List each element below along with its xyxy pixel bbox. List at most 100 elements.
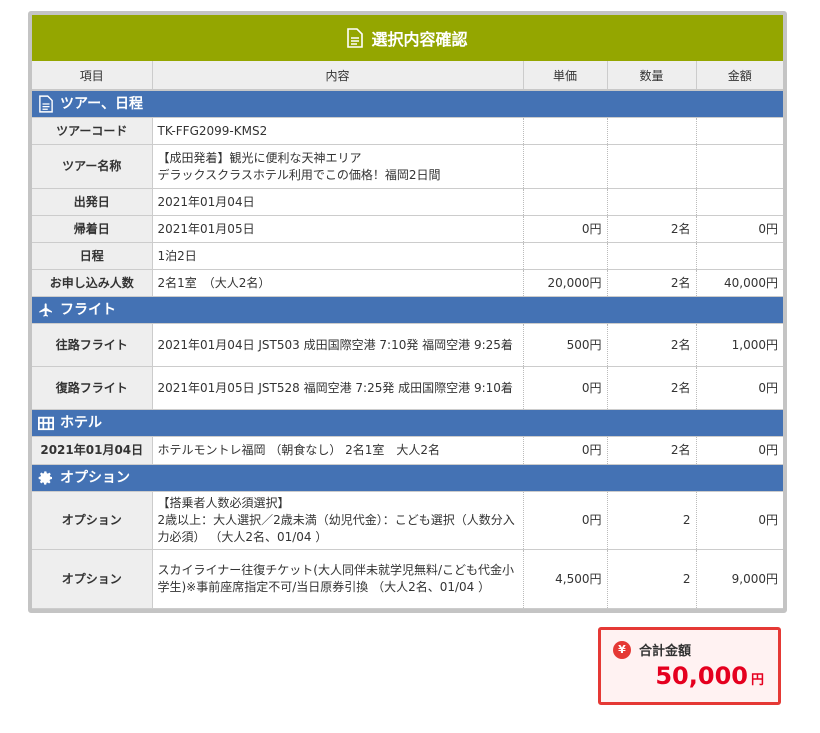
quantity: 2 — [606, 549, 696, 609]
unit-price: 4,500円 — [522, 549, 607, 609]
content-text: 2021年01月04日 JST503 成田国際空港 7:10発 福岡空港 9:2… — [157, 337, 513, 352]
panel-title: 選択内容確認 — [32, 15, 783, 61]
table-row: 帰着日 2021年01月05日 0円 2名 0円 — [32, 215, 783, 243]
row-label: ツアーコード — [32, 117, 153, 145]
row-content: 2名1室 （大人2名） — [151, 269, 523, 297]
table-row: 出発日 2021年01月04日 — [32, 188, 783, 216]
total-amount: 50,000 — [655, 662, 748, 690]
section-tour: ツアー、日程 — [32, 90, 783, 118]
gear-icon — [38, 469, 54, 487]
content-text: 【成田発着】観光に便利な天神エリア — [157, 150, 362, 165]
amount — [695, 117, 783, 145]
quantity: 2名 — [606, 215, 696, 243]
quantity: 2名 — [606, 269, 696, 297]
airplane-icon — [38, 301, 54, 319]
header-unit-price: 単価 — [522, 61, 607, 91]
unit-price: 500円 — [522, 323, 607, 367]
panel-title-text: 選択内容確認 — [371, 30, 468, 49]
row-label: 出発日 — [32, 188, 153, 216]
unit-price — [522, 188, 607, 216]
amount: 9,000円 — [695, 549, 783, 609]
row-content: 【成田発着】観光に便利な天神エリアデラックスクラスホテル利用でこの価格！福岡2日… — [151, 144, 523, 189]
section-hotel: ホテル — [32, 409, 783, 437]
unit-price: 20,000円 — [522, 269, 607, 297]
selection-table: 項目 内容 単価 数量 金額 ツアー、日程ツアーコード TK-FFG2099-K… — [32, 61, 783, 609]
quantity: 2名 — [606, 366, 696, 410]
unit-price: 0円 — [522, 366, 607, 410]
row-label: オプション — [32, 549, 153, 609]
document-icon — [38, 95, 54, 113]
row-label: 2021年01月04日 — [32, 436, 153, 465]
header-amount: 金額 — [695, 61, 783, 91]
content-text: 【搭乗者人数必須選択】 — [157, 496, 290, 510]
header-quantity: 数量 — [606, 61, 696, 91]
table-row: ツアー名称 【成田発着】観光に便利な天神エリアデラックスクラスホテル利用でこの価… — [32, 144, 783, 189]
amount — [695, 242, 783, 270]
section-title: ツアー、日程 — [60, 95, 144, 112]
header-content: 内容 — [151, 61, 523, 91]
section-title: オプション — [60, 469, 130, 486]
unit-price — [522, 242, 607, 270]
amount: 0円 — [695, 491, 783, 550]
row-label: お申し込み人数 — [32, 269, 153, 297]
content-text: 2021年01月04日 — [157, 194, 255, 209]
row-content: 2021年01月05日 — [151, 215, 523, 243]
table-header: 項目 内容 単価 数量 金額 — [32, 61, 783, 91]
unit-price: 0円 — [522, 215, 607, 243]
row-content: 【搭乗者人数必須選択】 2歳以上：大人選択／2歳未満（幼児代金）：こども選択（人数… — [151, 491, 523, 550]
quantity: 2名 — [606, 323, 696, 367]
table-row: オプション 【搭乗者人数必須選択】 2歳以上：大人選択／2歳未満（幼児代金）：こど… — [32, 491, 783, 550]
section-title: フライト — [60, 301, 116, 318]
quantity — [606, 188, 696, 216]
row-label: 帰着日 — [32, 215, 153, 243]
section-flight: フライト — [32, 296, 783, 324]
row-content: ホテルモントレ福岡 （朝食なし） 2名1室 大人2名 — [151, 436, 523, 465]
row-label: 往路フライト — [32, 323, 153, 367]
unit-price: 0円 — [522, 491, 607, 550]
amount — [695, 144, 783, 189]
row-label: ツアー名称 — [32, 144, 153, 189]
row-content: 2021年01月05日 JST528 福岡空港 7:25発 成田国際空港 9:1… — [151, 366, 523, 410]
content-text: 2名1室 （大人2名） — [157, 275, 271, 290]
amount — [695, 188, 783, 216]
row-content: TK-FFG2099-KMS2 — [151, 117, 523, 145]
selection-confirm-panel: 選択内容確認 項目 内容 単価 数量 金額 ツアー、日程ツアーコード TK-FF… — [28, 11, 787, 613]
row-content: 1泊2日 — [151, 242, 523, 270]
row-content: 2021年01月04日 JST503 成田国際空港 7:10発 福岡空港 9:2… — [151, 323, 523, 367]
content-text-2: デラックスクラスホテル利用でこの価格！福岡2日間 — [157, 167, 441, 182]
section-option: オプション — [32, 464, 783, 492]
content-text: 2021年01月05日 JST528 福岡空港 7:25発 成田国際空港 9:1… — [157, 380, 513, 395]
row-content: スカイライナー往復チケット(大人同伴未就学児無料/こども代金小学生)※事前座席指… — [151, 549, 523, 609]
content-text: 1泊2日 — [157, 248, 197, 263]
content-text: 2021年01月05日 — [157, 221, 255, 236]
table-row: お申し込み人数 2名1室 （大人2名） 20,000円 2名 40,000円 — [32, 269, 783, 297]
unit-price — [522, 117, 607, 145]
quantity — [606, 144, 696, 189]
row-label: 復路フライト — [32, 366, 153, 410]
header-item: 項目 — [32, 61, 152, 91]
amount: 0円 — [695, 215, 783, 243]
quantity: 2名 — [606, 436, 696, 465]
table-row: 復路フライト 2021年01月05日 JST528 福岡空港 7:25発 成田国… — [32, 366, 783, 410]
table-row: 2021年01月04日 ホテルモントレ福岡 （朝食なし） 2名1室 大人2名 0… — [32, 436, 783, 465]
row-label: 日程 — [32, 242, 153, 270]
yen-icon: ¥ — [613, 640, 631, 659]
table-row: 日程 1泊2日 — [32, 242, 783, 270]
total-amount-box: ¥ 合計金額 50,000 円 — [598, 627, 781, 705]
table-row: ツアーコード TK-FFG2099-KMS2 — [32, 117, 783, 145]
amount: 40,000円 — [695, 269, 783, 297]
table-row: オプション スカイライナー往復チケット(大人同伴未就学児無料/こども代金小学生)… — [32, 549, 783, 609]
content-text: スカイライナー往復チケット(大人同伴未就学児無料/こども代金小学生)※事前座席指… — [157, 563, 515, 594]
content-text: ホテルモントレ福岡 （朝食なし） 2名1室 大人2名 — [157, 443, 441, 457]
amount: 0円 — [695, 366, 783, 410]
unit-price: 0円 — [522, 436, 607, 465]
total-label: 合計金額 — [639, 644, 692, 659]
unit-price — [522, 144, 607, 189]
hotel-icon — [38, 414, 54, 432]
section-title: ホテル — [60, 414, 102, 431]
row-content: 2021年01月04日 — [151, 188, 523, 216]
quantity — [606, 242, 696, 270]
amount: 1,000円 — [695, 323, 783, 367]
content-text-2: 2歳以上：大人選択／2歳未満（幼児代金）：こども選択（人数分入力必須） （大人2… — [157, 513, 515, 544]
row-label: オプション — [32, 491, 153, 550]
